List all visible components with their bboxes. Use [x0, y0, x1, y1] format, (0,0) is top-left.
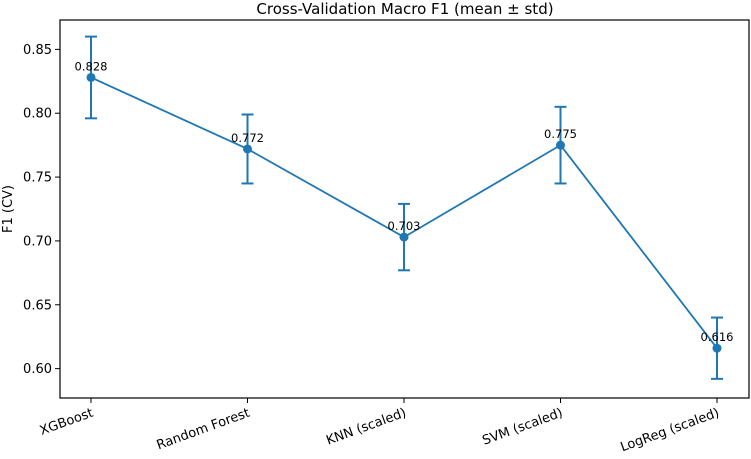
plot-frame — [59, 19, 750, 399]
data-point — [243, 144, 252, 154]
plot-marks: 0.828 0.772 0.703 0.775 0.616 — [75, 35, 734, 380]
x-tick-label: Random Forest — [155, 406, 252, 454]
y-tick-label: 0.75 — [23, 171, 52, 186]
data-label: 0.616 — [701, 330, 734, 344]
y-tick-label: 0.85 — [23, 43, 52, 58]
y-tick-label: 0.70 — [23, 234, 52, 249]
y-tick-label: 0.80 — [23, 107, 52, 122]
data-point — [399, 232, 409, 242]
data-label: 0.828 — [75, 59, 108, 73]
data-label: 0.775 — [544, 127, 577, 141]
data-point — [712, 343, 722, 353]
y-tick-label: 0.60 — [23, 362, 52, 377]
x-tick-label: LogReg (scaled) — [619, 406, 722, 455]
y-axis-label: F1 (CV) — [1, 185, 16, 233]
y-tick-label: 0.65 — [23, 298, 52, 313]
data-point — [86, 72, 96, 82]
data-label: 0.703 — [388, 219, 421, 233]
data-label: 0.772 — [231, 131, 264, 145]
x-tick-label: XGBoost — [38, 406, 95, 439]
x-axis: XGBoost Random Forest KNN (scaled) SVM (sca… — [38, 398, 721, 455]
x-tick-label: SVM (scaled) — [480, 406, 564, 449]
x-tick-label: KNN (scaled) — [324, 406, 408, 449]
data-point — [556, 140, 565, 150]
y-axis: 0.60 0.65 0.70 0.75 0.80 0.85 — [23, 43, 60, 377]
chart-title: Cross-Validation Macro F1 (mean ± std) — [256, 0, 553, 18]
